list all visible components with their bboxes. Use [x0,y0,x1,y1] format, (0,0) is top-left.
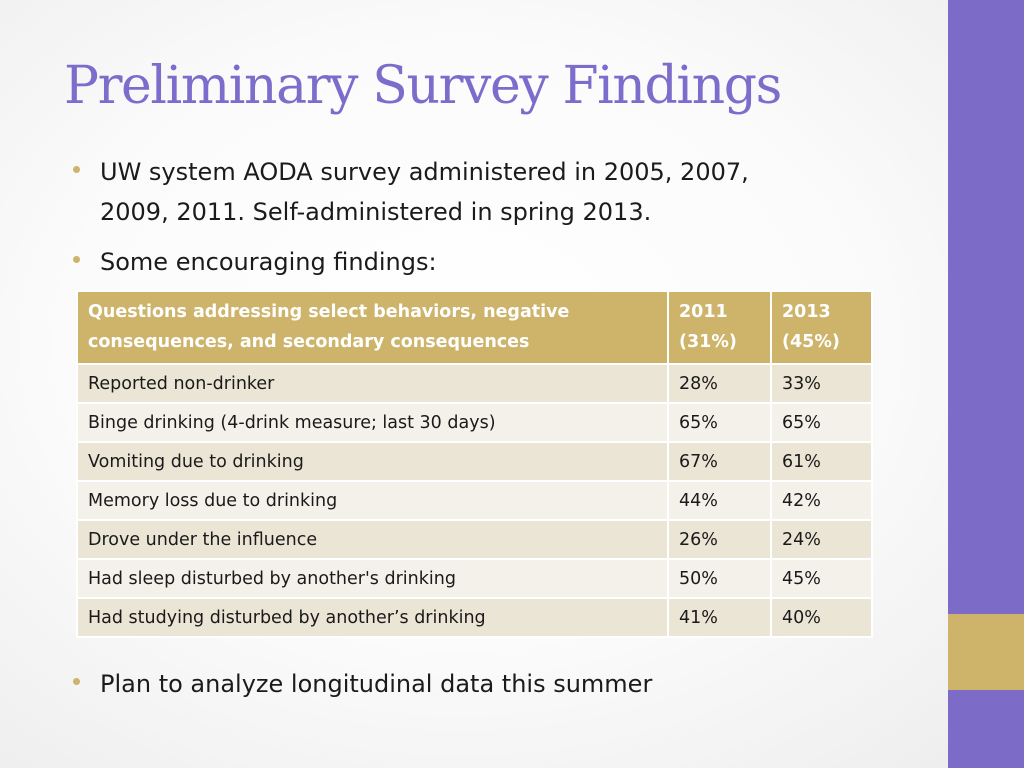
header-2011-year: 2011 [679,302,728,322]
header-2011-rate: (31%) [679,332,737,352]
cell-2011: 50% [667,558,772,599]
table-row: Had sleep disturbed by another's drinkin… [76,558,873,599]
findings-table: Questions addressing select behaviors, n… [76,290,873,638]
cell-question: Had sleep disturbed by another's drinkin… [76,558,669,599]
bullet-survey-years: UW system AODA survey administered in 20… [73,152,749,232]
bullet-dot-icon [73,678,80,685]
cell-2011: 26% [667,519,772,560]
cell-question: Reported non-drinker [76,363,669,404]
cell-2011: 67% [667,441,772,482]
bullet-dot-icon [73,256,80,263]
cell-2013: 61% [770,441,873,482]
cell-2013: 45% [770,558,873,599]
cell-2011: 28% [667,363,772,404]
table-header-row: Questions addressing select behaviors, n… [76,290,873,365]
cell-2013: 40% [770,597,873,638]
cell-2013: 33% [770,363,873,404]
slide-title: Preliminary Survey Findings [64,56,782,116]
header-2013: 2013 (45%) [770,290,873,365]
header-2011: 2011 (31%) [667,290,772,365]
table-row: Reported non-drinker 28% 33% [76,363,873,404]
cell-question: Drove under the influence [76,519,669,560]
table-row: Memory loss due to drinking 44% 42% [76,480,873,521]
header-questions-line2: consequences, and secondary consequences [88,332,530,352]
bullet-text-line1: UW system AODA survey administered in 20… [100,158,749,186]
cell-2013: 42% [770,480,873,521]
cell-2011: 65% [667,402,772,443]
cell-2011: 44% [667,480,772,521]
header-questions-line1: Questions addressing select behaviors, n… [88,302,570,322]
cell-question: Had studying disturbed by another’s drin… [76,597,669,638]
bullet-text: Some encouraging findings: [100,248,437,276]
cell-question: Memory loss due to drinking [76,480,669,521]
cell-question: Binge drinking (4-drink measure; last 30… [76,402,669,443]
bullet-dot-icon [73,166,80,173]
table-row: Had studying disturbed by another’s drin… [76,597,873,638]
bullet-findings-intro: Some encouraging findings: [73,242,437,282]
bullet-text: Plan to analyze longitudinal data this s… [100,670,653,698]
header-questions: Questions addressing select behaviors, n… [76,290,669,365]
cell-2013: 24% [770,519,873,560]
bullet-next-steps: Plan to analyze longitudinal data this s… [73,664,653,704]
cell-question: Vomiting due to drinking [76,441,669,482]
table-row: Drove under the influence 26% 24% [76,519,873,560]
sidebar-accent-block [948,614,1024,690]
cell-2013: 65% [770,402,873,443]
table-row: Vomiting due to drinking 67% 61% [76,441,873,482]
header-2013-rate: (45%) [782,332,840,352]
table-row: Binge drinking (4-drink measure; last 30… [76,402,873,443]
cell-2011: 41% [667,597,772,638]
bullet-text-line2: 2009, 2011. Self-administered in spring … [100,198,652,226]
header-2013-year: 2013 [782,302,831,322]
